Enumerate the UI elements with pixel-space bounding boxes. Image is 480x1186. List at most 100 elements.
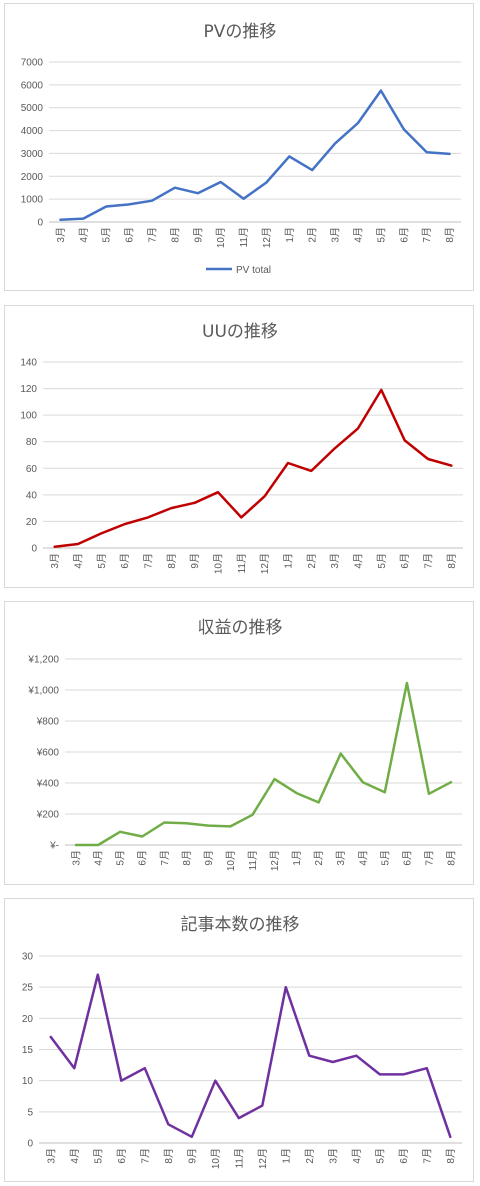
x-tick-label: 1月 — [291, 850, 303, 866]
x-tick-label: 11月 — [247, 850, 259, 870]
x-tick-label: 8月 — [169, 227, 181, 243]
x-tick-label: 6月 — [137, 850, 149, 866]
y-tick-label: 0 — [31, 544, 37, 555]
y-tick-label: 10 — [22, 1076, 34, 1087]
x-tick-label: 2月 — [307, 227, 319, 243]
x-tick-label: 5月 — [92, 1148, 104, 1164]
x-tick-label: 8月 — [444, 227, 456, 243]
x-tick-label: 2月 — [306, 553, 318, 569]
y-tick-label: ¥1,000 — [27, 686, 59, 697]
x-tick-label: 7月 — [421, 1148, 433, 1164]
x-tick-label: 5月 — [101, 227, 113, 243]
x-tick-label: 4月 — [69, 1148, 81, 1164]
uu-chart: UUの推移 0 20 40 60 80 100 120 140 3月 4月 5月 6月 7月 8月 9月 10月… — [20, 322, 463, 574]
x-tick-label: 10月 — [215, 227, 227, 248]
x-tick-label: 8月 — [163, 1148, 175, 1164]
y-tick-label: 2000 — [21, 172, 44, 183]
y-tick-label: 100 — [20, 411, 37, 422]
uu-chart-panel: UUの推移 0 20 40 60 80 100 120 140 3月 4月 5月 6月 7月 8月 9月 10月… — [4, 305, 474, 588]
x-tick-label: 6月 — [124, 227, 136, 243]
x-tick-label: 9月 — [189, 553, 201, 569]
legend-label: PV total — [236, 265, 271, 276]
y-tick-label: 5 — [27, 1107, 33, 1118]
x-tick-label: 2月 — [304, 1148, 316, 1164]
x-tick-label: 8月 — [166, 553, 178, 569]
x-tick-label: 3月 — [45, 1148, 57, 1164]
x-tick-label: 1月 — [280, 1148, 292, 1164]
x-tick-label: 3月 — [335, 850, 347, 866]
x-tick-label: 6月 — [401, 850, 413, 866]
pv-chart-panel: PVの推移 0 1000 2000 3000 4000 5000 6000 7000 3月 4月 5月… — [4, 3, 474, 291]
x-tick-label: 1月 — [284, 227, 296, 243]
x-tick-label: 4月 — [353, 553, 365, 569]
y-tick-label: ¥1,200 — [27, 655, 59, 666]
x-tick-label: 3月 — [55, 227, 67, 243]
x-tick-label: 5月 — [376, 553, 388, 569]
x-tick-label: 5月 — [374, 1148, 386, 1164]
x-tick-label: 6月 — [398, 227, 410, 243]
y-tick-label: ¥400 — [36, 779, 60, 790]
y-tick-label: 80 — [26, 437, 38, 448]
x-tick-label: 3月 — [71, 850, 83, 866]
x-tick-label: 3月 — [49, 553, 61, 569]
y-tick-label: 20 — [26, 517, 38, 528]
x-tick-label: 7月 — [147, 227, 159, 243]
y-tick-label: ¥800 — [36, 717, 60, 728]
series-line — [49, 973, 452, 1139]
x-tick-label: 8月 — [445, 1148, 457, 1164]
x-tick-label: 9月 — [203, 850, 215, 866]
y-tick-label: 4000 — [21, 126, 44, 137]
x-tick-label: 1月 — [283, 553, 295, 569]
x-tick-label: 12月 — [261, 227, 273, 248]
y-tick-label: 0 — [37, 218, 43, 229]
y-tick-label: 3000 — [21, 149, 44, 160]
x-tick-label: 4月 — [357, 850, 369, 866]
x-tick-label: 12月 — [269, 850, 281, 871]
y-tick-label: ¥200 — [36, 810, 60, 821]
y-tick-label: 1000 — [21, 195, 44, 206]
y-tick-label: ¥- — [49, 841, 59, 852]
x-tick-label: 7月 — [159, 850, 171, 866]
chart-title: UUの推移 — [202, 322, 278, 342]
y-tick-label: 20 — [22, 1014, 34, 1025]
chart-title: 記事本数の推移 — [181, 915, 300, 935]
articles-chart-panel: 記事本数の推移 0 5 10 15 20 25 30 3月 4月 5月 6月 7月 8月 9月 10月 11月 1… — [4, 898, 474, 1182]
x-tick-label: 8月 — [446, 553, 458, 569]
x-tick-label: 2月 — [313, 850, 325, 866]
series-line — [53, 388, 453, 548]
x-tick-label: 4月 — [93, 850, 105, 866]
x-tick-label: 9月 — [186, 1148, 198, 1164]
y-tick-label: 7000 — [21, 58, 44, 69]
series-line — [59, 89, 451, 221]
x-tick-label: 6月 — [116, 1148, 128, 1164]
revenue-chart: 収益の推移 ¥- ¥200 ¥400 ¥600 ¥800 ¥1,000 ¥1,200 3月 4月 5… — [27, 618, 462, 871]
x-tick-label: 7月 — [139, 1148, 151, 1164]
x-tick-label: 7月 — [423, 850, 435, 866]
x-tick-label: 12月 — [257, 1148, 269, 1169]
x-tick-label: 6月 — [119, 553, 131, 569]
y-tick-label: 25 — [22, 983, 34, 994]
x-tick-label: 6月 — [399, 553, 411, 569]
x-tick-label: 9月 — [192, 227, 204, 243]
x-tick-label: 3月 — [327, 1148, 339, 1164]
x-tick-label: 3月 — [329, 553, 341, 569]
x-tick-label: 5月 — [375, 227, 387, 243]
x-tick-label: 7月 — [421, 227, 433, 243]
x-tick-label: 5月 — [379, 850, 391, 866]
y-tick-label: 15 — [22, 1045, 34, 1056]
y-tick-label: 40 — [26, 490, 38, 501]
pv-chart: PVの推移 0 1000 2000 3000 4000 5000 6000 7000 3月 4月 5月… — [21, 22, 461, 276]
chart-title: PVの推移 — [204, 22, 277, 42]
y-tick-label: 120 — [20, 384, 37, 395]
x-tick-label: 10月 — [210, 1148, 222, 1169]
x-tick-label: 7月 — [143, 553, 155, 569]
x-tick-label: 4月 — [353, 227, 365, 243]
x-tick-label: 11月 — [236, 553, 248, 573]
x-tick-label: 8月 — [181, 850, 193, 866]
x-tick-label: 3月 — [330, 227, 342, 243]
x-tick-label: 10月 — [213, 553, 225, 574]
y-tick-label: 30 — [22, 952, 34, 963]
x-tick-label: 6月 — [398, 1148, 410, 1164]
x-tick-label: 7月 — [423, 553, 435, 569]
series-line — [74, 681, 453, 847]
